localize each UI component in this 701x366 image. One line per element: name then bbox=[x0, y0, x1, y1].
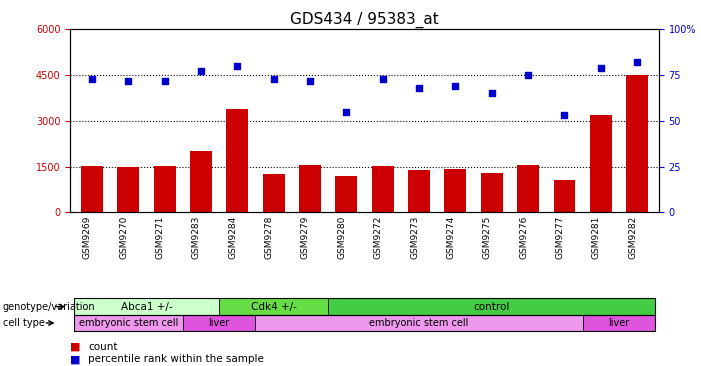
Title: GDS434 / 95383_at: GDS434 / 95383_at bbox=[290, 12, 439, 28]
Point bbox=[123, 78, 134, 83]
Bar bbox=[626, 75, 648, 212]
FancyBboxPatch shape bbox=[183, 315, 255, 331]
Bar bbox=[590, 115, 612, 212]
Point bbox=[232, 63, 243, 69]
FancyBboxPatch shape bbox=[583, 315, 655, 331]
FancyBboxPatch shape bbox=[74, 298, 219, 315]
Bar bbox=[336, 176, 358, 212]
Point bbox=[304, 78, 315, 83]
Text: genotype/variation: genotype/variation bbox=[3, 302, 95, 311]
Bar bbox=[226, 109, 248, 212]
FancyBboxPatch shape bbox=[328, 298, 655, 315]
Point bbox=[486, 90, 497, 96]
Text: ■: ■ bbox=[70, 342, 81, 352]
Text: GSM9270: GSM9270 bbox=[119, 216, 128, 259]
Text: Abca1 +/-: Abca1 +/- bbox=[121, 302, 172, 311]
FancyBboxPatch shape bbox=[255, 315, 583, 331]
Text: embryonic stem cell: embryonic stem cell bbox=[79, 318, 178, 328]
Point bbox=[377, 76, 388, 82]
Bar bbox=[154, 165, 175, 212]
Text: GSM9277: GSM9277 bbox=[555, 216, 564, 259]
Point bbox=[559, 112, 570, 118]
Text: liver: liver bbox=[208, 318, 230, 328]
Text: GSM9278: GSM9278 bbox=[265, 216, 273, 259]
Bar bbox=[372, 166, 393, 212]
Text: GSM9283: GSM9283 bbox=[192, 216, 201, 259]
Bar bbox=[299, 165, 321, 212]
Text: GSM9282: GSM9282 bbox=[628, 216, 637, 259]
Point bbox=[159, 78, 170, 83]
FancyBboxPatch shape bbox=[219, 298, 328, 315]
Text: cell type: cell type bbox=[3, 318, 45, 328]
Text: GSM9274: GSM9274 bbox=[447, 216, 456, 259]
Text: GSM9284: GSM9284 bbox=[229, 216, 238, 259]
Point bbox=[414, 85, 425, 91]
Bar bbox=[444, 169, 466, 212]
Point bbox=[450, 83, 461, 89]
Bar bbox=[117, 167, 139, 212]
Bar bbox=[554, 180, 576, 212]
Text: percentile rank within the sample: percentile rank within the sample bbox=[88, 354, 264, 365]
Text: GSM9272: GSM9272 bbox=[374, 216, 383, 259]
Point bbox=[632, 59, 643, 65]
Text: control: control bbox=[474, 302, 510, 311]
Text: GSM9279: GSM9279 bbox=[301, 216, 310, 259]
Point bbox=[86, 76, 97, 82]
Text: Cdk4 +/-: Cdk4 +/- bbox=[251, 302, 297, 311]
Text: liver: liver bbox=[608, 318, 629, 328]
Text: GSM9271: GSM9271 bbox=[156, 216, 165, 259]
Point bbox=[341, 109, 352, 115]
Text: ■: ■ bbox=[70, 354, 81, 365]
Text: GSM9273: GSM9273 bbox=[410, 216, 419, 259]
Bar bbox=[263, 174, 285, 212]
Text: GSM9275: GSM9275 bbox=[483, 216, 491, 259]
FancyBboxPatch shape bbox=[74, 315, 183, 331]
Text: GSM9276: GSM9276 bbox=[519, 216, 528, 259]
Text: GSM9281: GSM9281 bbox=[592, 216, 601, 259]
Text: embryonic stem cell: embryonic stem cell bbox=[369, 318, 469, 328]
Point bbox=[595, 65, 606, 71]
Text: count: count bbox=[88, 342, 118, 352]
Bar bbox=[517, 165, 539, 212]
Text: GSM9269: GSM9269 bbox=[83, 216, 92, 259]
Bar bbox=[408, 170, 430, 212]
Point bbox=[268, 76, 279, 82]
Bar bbox=[481, 173, 503, 212]
Point bbox=[196, 68, 207, 74]
Point bbox=[522, 72, 533, 78]
Text: GSM9280: GSM9280 bbox=[337, 216, 346, 259]
Bar bbox=[81, 165, 103, 212]
Bar bbox=[190, 151, 212, 212]
